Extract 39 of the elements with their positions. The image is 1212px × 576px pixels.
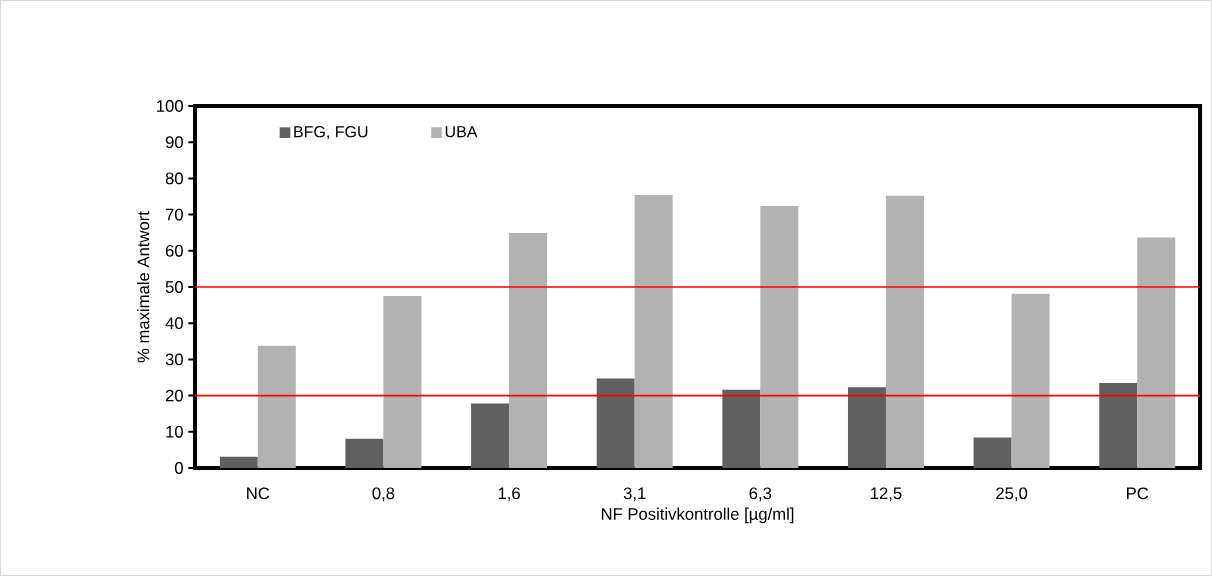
bar [257,345,296,469]
legend-label: BFG, FGU [294,126,368,140]
y-axis-title: % maximale Antwort [137,211,150,363]
x-tick-label: 12,5 [871,487,902,502]
bar [1137,237,1176,469]
y-tick-label: 30 [165,353,183,366]
x-tick-label: 3,1 [623,487,646,502]
bar [847,387,886,469]
bar [345,438,384,469]
bar [885,195,924,469]
y-tick-label: 10 [166,425,183,438]
x-tick-label: 0,8 [372,487,395,502]
x-axis-title: NF Positivkontrolle [µg/ml] [601,507,794,524]
bar [1011,293,1050,469]
bar [383,296,422,469]
x-tick-label: NC [247,487,270,500]
y-tick-label: 80 [165,172,183,185]
x-tick-label: 25,0 [996,487,1028,502]
x-tick-label: 6,3 [749,487,772,502]
y-tick-label: 90 [165,136,183,149]
bar [596,378,635,469]
bar [509,233,548,469]
y-tick-label: 50 [165,281,183,293]
y-tick-label: 100 [157,100,183,112]
y-tick-label: 20 [165,389,183,402]
bar [634,195,673,469]
bar [760,205,799,469]
bar [722,389,761,469]
y-tick-label: 40 [165,317,183,330]
bar [973,437,1012,469]
y-tick-label: 60 [165,244,183,257]
x-tick-label: PC [1127,487,1149,500]
bar [219,456,258,469]
x-tick-label: 1,6 [498,487,520,502]
y-tick-label: 0 [174,462,183,474]
bar [1099,382,1138,469]
y-tick-label: 70 [165,208,183,221]
bar [471,403,510,469]
legend-label: UBA [445,126,478,138]
